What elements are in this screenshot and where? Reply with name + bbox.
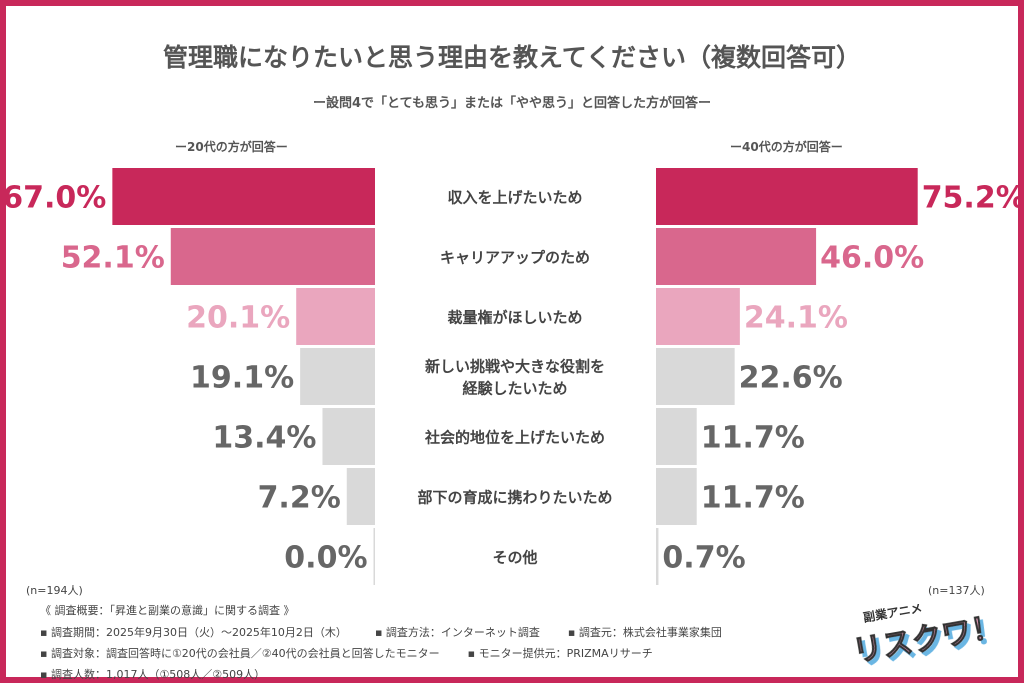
bar-20s (300, 348, 375, 405)
legend-40s: ー40代の方が回答ー (730, 140, 843, 154)
sample-size-40s: (n=137人) (928, 584, 985, 597)
value-label-40s: 46.0% (820, 241, 924, 276)
value-label-20s: 67.0% (2, 181, 106, 216)
chart-subtitle: ー設問4で「とても思う」または「やや思う」と回答した方が回答ー (312, 96, 711, 111)
bar-20s (296, 288, 375, 345)
value-label-40s: 22.6% (739, 361, 843, 396)
footer-line-1: ▪ 調査期間：2025年9月30日（火）〜2025年10月2日（木） ▪ 調査方法… (40, 624, 750, 640)
risukuwa-logo: 副業アニメ リスクワ！ (852, 604, 992, 670)
value-label-20s: 20.1% (186, 301, 290, 336)
sample-size-20s: (n=194人) (26, 584, 83, 597)
value-label-40s: 24.1% (744, 301, 848, 336)
value-label-20s: 0.0% (284, 541, 367, 576)
bar-20s (322, 408, 375, 465)
chart-title: 管理職になりたいと思う理由を教えてください（複数回答可） (162, 43, 861, 72)
value-label-20s: 19.1% (190, 361, 294, 396)
category-label: 経験したいため (462, 380, 567, 398)
bar-40s (656, 528, 659, 585)
bar-40s (656, 288, 740, 345)
survey-target: ▪ 調査対象：調査回答時に①20代の会社員／②40代の会社員と回答したモニター (40, 647, 440, 660)
survey-period: ▪ 調査期間：2025年9月30日（火）〜2025年10月2日（木） (40, 626, 347, 639)
bar-40s (656, 348, 735, 405)
value-label-40s: 11.7% (701, 481, 805, 516)
bar-40s (656, 408, 697, 465)
survey-method: ▪ 調査方法：インターネット調査 (374, 626, 540, 639)
value-label-40s: 0.7% (662, 541, 745, 576)
survey-source: ▪ 調査元：株式会社事業家集団 (567, 626, 722, 639)
footer-line-3: ▪ 調査人数：1,017人（①508人／②509人） (40, 666, 293, 682)
category-label: 裁量権がほしいため (447, 309, 582, 327)
value-label-20s: 7.2% (258, 481, 341, 516)
category-label: 部下の育成に携わりたいため (417, 489, 612, 507)
value-label-40s: 75.2% (922, 181, 1024, 216)
value-label-40s: 11.7% (701, 421, 805, 456)
bar-20s (346, 468, 375, 525)
footer-heading: 《 調査概要：「昇進と副業の意識」に関する調査 》 (40, 604, 295, 617)
logo-top-text: 副業アニメ (862, 604, 923, 625)
value-label-20s: 13.4% (212, 421, 316, 456)
monitor-provider: ▪ モニター提供元：PRIZMAリサーチ (467, 647, 653, 660)
bar-20s (112, 168, 376, 225)
category-label: 収入を上げたいため (447, 189, 582, 207)
legend-20s: ー20代の方が回答ー (175, 140, 288, 154)
category-label: キャリアアップのため (440, 249, 590, 267)
survey-count: ▪ 調査人数：1,017人（①508人／②509人） (40, 668, 266, 681)
bar-40s (656, 228, 817, 285)
bar-20s (373, 528, 375, 585)
category-label: 社会的地位を上げたいため (424, 429, 605, 447)
bar-20s (170, 228, 375, 285)
bar-40s (656, 168, 918, 225)
footer-line-2: ▪ 調査対象：調査回答時に①20代の会社員／②40代の会社員と回答したモニター ▪… (40, 645, 681, 661)
bar-40s (656, 468, 697, 525)
category-label: その他 (492, 549, 537, 567)
category-label: 新しい挑戦や大きな役割を (425, 358, 605, 376)
value-label-20s: 52.1% (61, 241, 165, 276)
